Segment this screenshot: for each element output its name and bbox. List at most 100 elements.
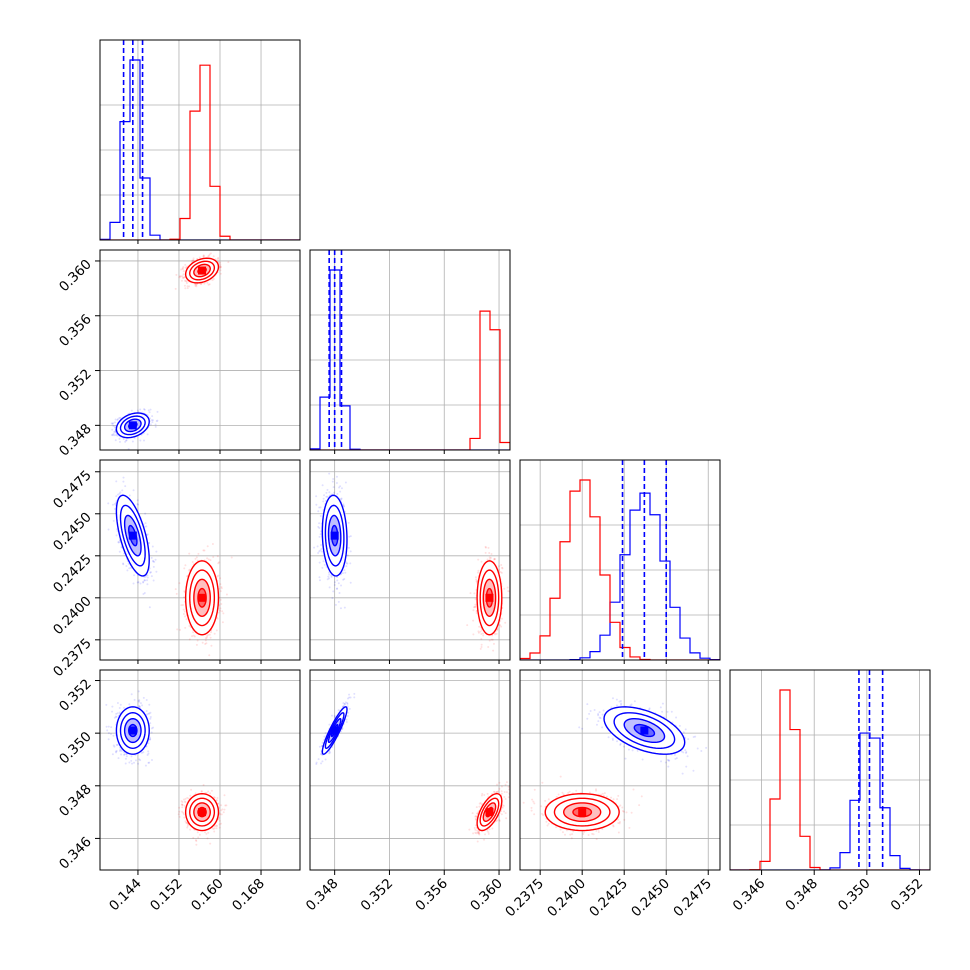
scatter-point xyxy=(499,624,502,627)
scatter-point xyxy=(130,566,133,569)
scatter-panel-0-2 xyxy=(100,460,300,660)
scatter-point xyxy=(122,480,125,483)
scatter-point xyxy=(221,621,224,624)
scatter-point xyxy=(133,698,136,701)
scatter-point xyxy=(151,419,154,422)
scatter-point xyxy=(214,258,217,261)
scatter-point xyxy=(319,533,322,536)
scatter-point xyxy=(137,699,140,702)
scatter-point xyxy=(149,423,152,426)
scatter-point xyxy=(219,261,222,264)
scatter-point xyxy=(111,428,114,431)
scatter-point xyxy=(111,434,114,437)
scatter-point xyxy=(347,546,350,549)
scatter-point xyxy=(131,440,134,443)
scatter-point xyxy=(323,563,326,566)
scatter-point xyxy=(114,434,117,437)
scatter-point xyxy=(204,637,207,640)
scatter-point xyxy=(112,422,115,425)
scatter-point xyxy=(323,494,326,497)
scatter-point xyxy=(344,481,347,484)
scatter-point xyxy=(107,732,110,735)
scatter-point xyxy=(319,515,322,518)
scatter-point xyxy=(116,493,119,496)
scatter-point xyxy=(218,561,221,564)
scatter-point xyxy=(143,439,146,442)
scatter-point xyxy=(180,279,183,282)
scatter-point xyxy=(487,646,490,649)
scatter-point xyxy=(185,618,188,621)
scatter-point xyxy=(137,690,140,693)
scatter-point xyxy=(217,562,220,565)
scatter-point xyxy=(132,489,135,492)
scatter-point xyxy=(127,447,130,450)
scatter-panel-1-2 xyxy=(310,460,510,660)
scatter-point xyxy=(195,285,198,288)
panel-frame xyxy=(729,669,931,871)
scatter-point xyxy=(207,633,210,636)
scatter-point xyxy=(155,420,158,423)
scatter-point xyxy=(500,617,503,620)
scatter-point xyxy=(111,503,114,506)
scatter-point xyxy=(475,580,478,583)
panel-frame xyxy=(99,39,301,241)
scatter-point xyxy=(131,762,134,765)
scatter-point xyxy=(225,593,228,596)
scatter-point xyxy=(501,567,504,570)
scatter-point xyxy=(114,418,117,421)
scatter-point xyxy=(110,422,113,425)
scatter-point xyxy=(347,521,350,524)
scatter-point xyxy=(150,727,153,730)
scatter-point xyxy=(188,638,191,641)
scatter-point xyxy=(106,729,109,732)
scatter-point xyxy=(318,561,321,564)
scatter-point xyxy=(184,266,187,269)
scatter-point xyxy=(119,452,121,454)
scatter-point xyxy=(117,541,120,544)
scatter-point xyxy=(112,432,115,435)
scatter-point xyxy=(322,500,325,503)
scatter-point xyxy=(500,563,503,566)
scatter-point xyxy=(318,506,321,509)
scatter-point xyxy=(147,742,150,745)
scatter-point xyxy=(472,609,475,612)
scatter-point xyxy=(186,285,189,288)
panel-frame xyxy=(99,249,301,451)
scatter-point xyxy=(204,639,207,642)
scatter-point xyxy=(335,482,338,485)
panel-frame xyxy=(519,459,721,661)
scatter-point xyxy=(117,757,120,760)
scatter-point xyxy=(184,615,187,618)
scatter-point xyxy=(215,629,218,632)
scatter-point xyxy=(185,280,188,283)
scatter-point xyxy=(216,555,219,558)
scatter-point xyxy=(122,562,125,565)
scatter-point xyxy=(339,485,342,488)
scatter-point xyxy=(491,634,494,637)
scatter-point xyxy=(136,503,139,506)
scatter-point xyxy=(346,562,349,565)
scatter-point xyxy=(148,712,151,715)
scatter-point xyxy=(130,759,133,762)
scatter-point xyxy=(484,551,487,554)
scatter-point xyxy=(186,575,189,578)
scatter-point xyxy=(139,439,142,442)
scatter-point xyxy=(151,415,154,418)
scatter-point xyxy=(150,759,153,762)
scatter-point xyxy=(501,566,504,569)
scatter-point xyxy=(154,425,157,428)
scatter-point xyxy=(219,265,222,268)
scatter-point xyxy=(349,550,352,553)
scatter-point xyxy=(118,416,121,419)
scatter-point xyxy=(503,587,506,590)
scatter-point xyxy=(507,590,510,593)
scatter-point xyxy=(219,263,222,266)
scatter-point xyxy=(115,749,118,752)
scatter-point xyxy=(182,273,185,276)
scatter-point xyxy=(476,571,479,574)
scatter-point xyxy=(111,422,114,425)
scatter-point xyxy=(122,437,125,440)
scatter-point xyxy=(340,497,343,500)
scatter-point xyxy=(182,612,185,615)
scatter-point xyxy=(489,556,492,559)
